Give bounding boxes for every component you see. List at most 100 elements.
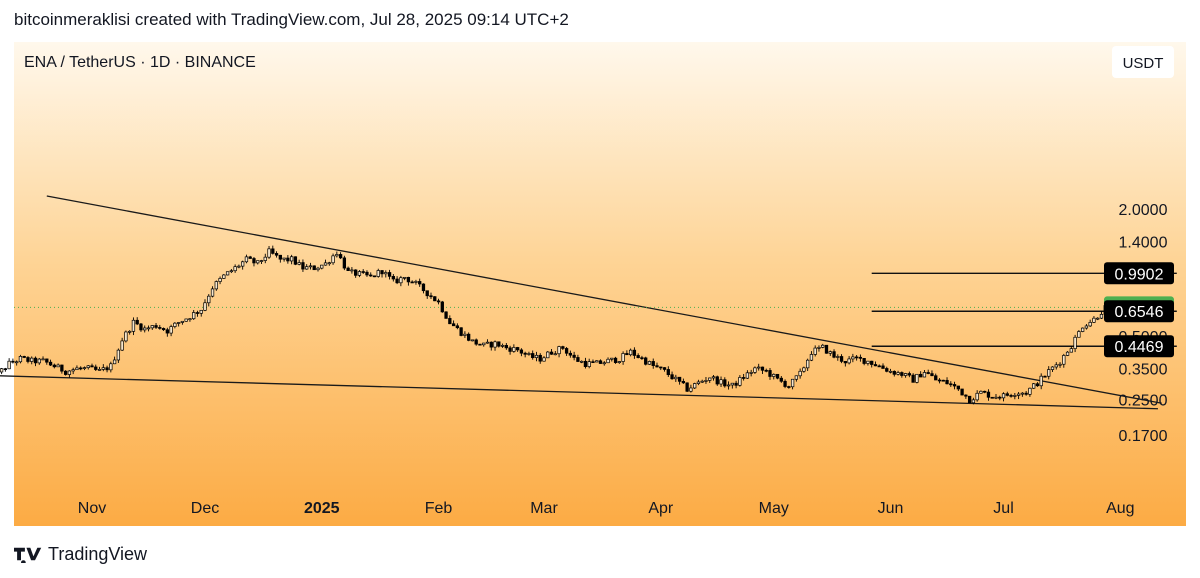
tradingview-logo[interactable]: TradingView — [14, 542, 147, 566]
candle-6 — [7, 358, 11, 370]
currency-badge[interactable]: USDT — [1112, 46, 1174, 78]
candle-197 — [726, 381, 731, 390]
x-tick-label: Mar — [530, 500, 558, 517]
candle-body — [561, 346, 565, 349]
candle-238 — [881, 363, 885, 369]
candle-119 — [433, 296, 437, 302]
candle-body — [806, 359, 810, 369]
candle-78 — [278, 254, 282, 263]
candle-body — [862, 358, 866, 364]
candle-279 — [1035, 382, 1040, 387]
candle-body — [75, 367, 79, 371]
candle-5 — [3, 367, 8, 372]
candle-body — [1020, 392, 1025, 395]
candle-body — [726, 384, 731, 387]
candle-34 — [112, 356, 117, 365]
candle-110 — [399, 275, 403, 287]
price-label-text: 0.4469 — [1115, 339, 1164, 356]
candle-12 — [30, 356, 34, 365]
candle-body — [22, 356, 26, 358]
candle-267 — [990, 396, 994, 399]
candle-44 — [150, 325, 154, 330]
x-tick-label: Apr — [648, 500, 674, 517]
candle-body — [790, 378, 795, 388]
candle-body — [384, 272, 388, 275]
candle-body — [858, 356, 863, 359]
candle-body — [896, 372, 900, 375]
candle-body — [734, 382, 738, 386]
candle-161 — [591, 359, 595, 363]
candle-268 — [994, 393, 998, 400]
candle-body — [960, 388, 964, 396]
candle-body — [289, 256, 294, 262]
candle-body — [738, 377, 742, 386]
candle-body — [674, 376, 678, 380]
candle-231 — [854, 354, 859, 361]
candle-body — [1099, 313, 1104, 319]
candle-body — [1092, 317, 1096, 323]
candle-body — [866, 360, 870, 364]
candle-body — [606, 358, 610, 364]
candle-body — [557, 346, 561, 355]
candle-154 — [564, 347, 569, 356]
candle-93 — [335, 251, 339, 258]
candle-body — [971, 399, 976, 404]
candle-79 — [282, 257, 286, 262]
candle-body — [444, 311, 448, 319]
candle-body — [109, 363, 113, 371]
candle-body — [749, 372, 753, 374]
candle-body — [911, 374, 915, 383]
candle-92 — [331, 253, 335, 265]
candle-98 — [354, 269, 358, 278]
candle-227 — [839, 354, 844, 364]
candle-body — [195, 312, 200, 314]
candle-body — [527, 353, 531, 355]
candle-202 — [745, 370, 750, 379]
candle-body — [308, 265, 313, 268]
candle-body — [82, 367, 87, 369]
candle-body — [346, 267, 350, 271]
candle-296 — [1099, 311, 1104, 320]
candle-body — [203, 302, 207, 311]
candle-194 — [715, 375, 719, 386]
candle-99 — [357, 270, 362, 278]
candle-body — [338, 254, 343, 259]
price-label-box — [1104, 262, 1174, 285]
candle-body — [994, 396, 998, 399]
candle-body — [809, 354, 814, 361]
candle-body — [380, 270, 384, 275]
candle-body — [116, 349, 121, 361]
chart-attribution: bitcoinmeraklisi created with TradingVie… — [14, 10, 569, 29]
candle-body — [173, 322, 177, 327]
candle-body — [870, 360, 874, 365]
candle-47 — [161, 327, 166, 331]
candle-185 — [681, 378, 686, 384]
candle-body — [94, 366, 98, 370]
candle-117 — [425, 290, 429, 299]
candle-86 — [308, 262, 313, 270]
candle-173 — [636, 353, 640, 359]
candle-97 — [350, 267, 354, 274]
candle-67 — [237, 264, 241, 269]
candle-body — [478, 343, 482, 346]
candle-200 — [738, 375, 742, 387]
y-tick-label: 2.0000 — [1119, 202, 1168, 219]
candle-29 — [94, 364, 98, 372]
candle-body — [71, 369, 75, 372]
candle-75 — [267, 246, 271, 259]
candle-168 — [617, 361, 621, 364]
candle-body — [937, 379, 942, 382]
candle-290 — [1077, 330, 1081, 338]
candle-body — [873, 364, 878, 367]
y-tick-label: 0.3500 — [1119, 362, 1168, 379]
candle-body — [696, 381, 701, 384]
candle-133 — [485, 339, 490, 344]
candle-body — [967, 395, 972, 404]
candle-body — [184, 318, 188, 322]
candle-body — [986, 391, 991, 398]
candle-113 — [410, 280, 414, 284]
candle-26 — [82, 366, 87, 371]
candle-body — [414, 281, 418, 283]
candle-228 — [843, 361, 847, 367]
